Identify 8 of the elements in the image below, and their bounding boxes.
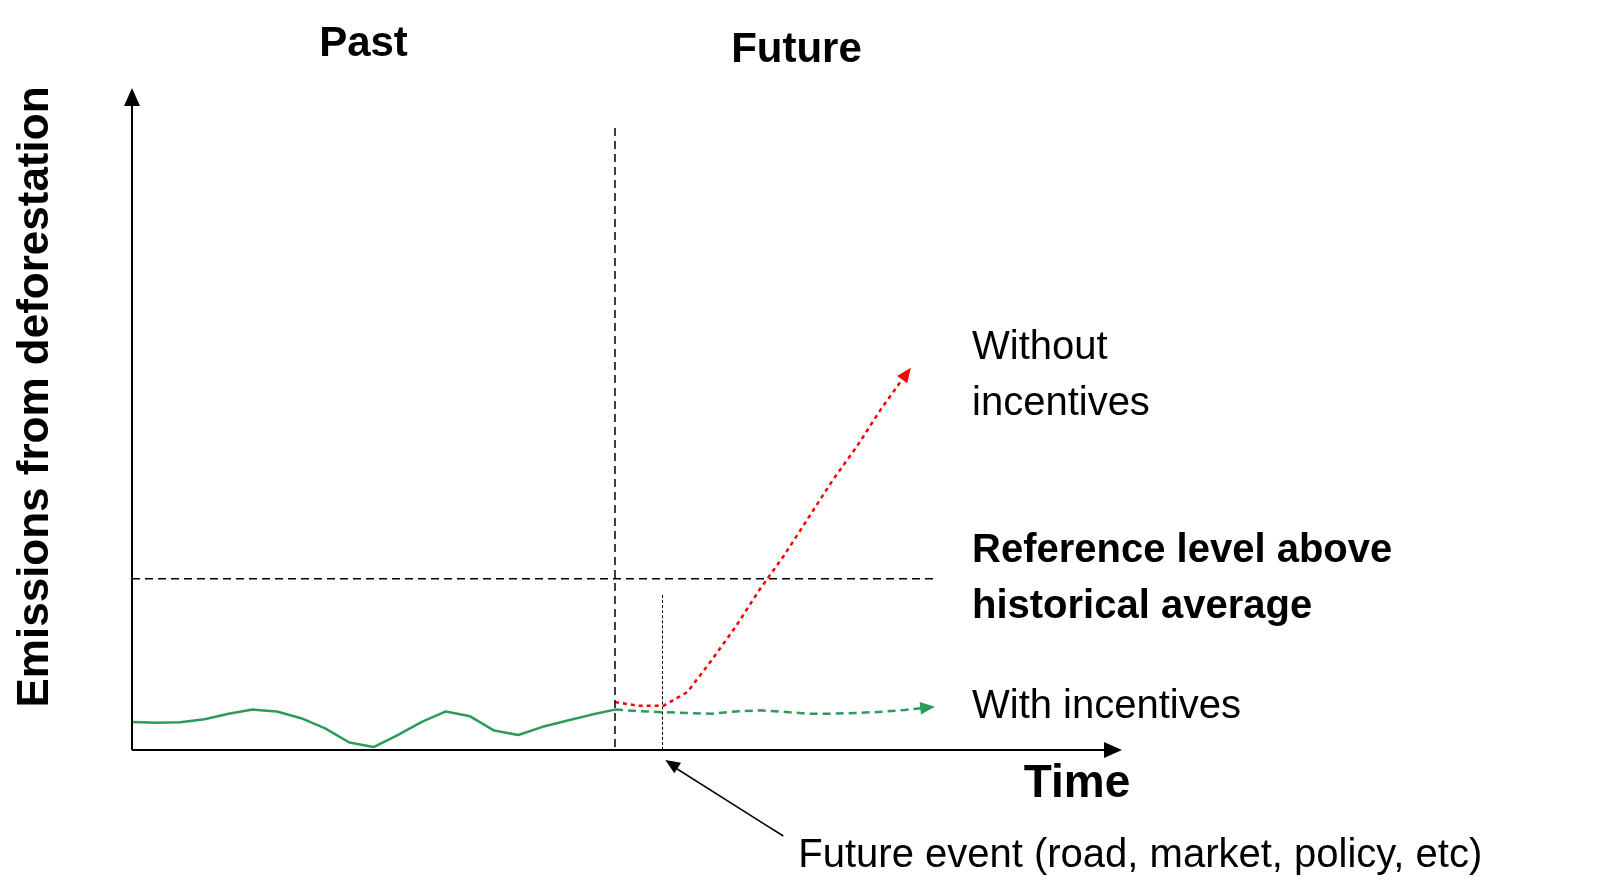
series-label: With incentives	[972, 682, 1241, 727]
x-axis-title: Time	[1023, 754, 1131, 807]
text: Future event (road, market, policy, etc)	[798, 831, 1483, 876]
text: Past	[319, 17, 408, 65]
y-axis-title: Emissions from deforestation	[8, 86, 58, 708]
text: Future	[731, 23, 862, 71]
series-label: Without incentives	[972, 323, 1150, 424]
ref-line-label: Reference level above historical average	[972, 525, 1393, 626]
